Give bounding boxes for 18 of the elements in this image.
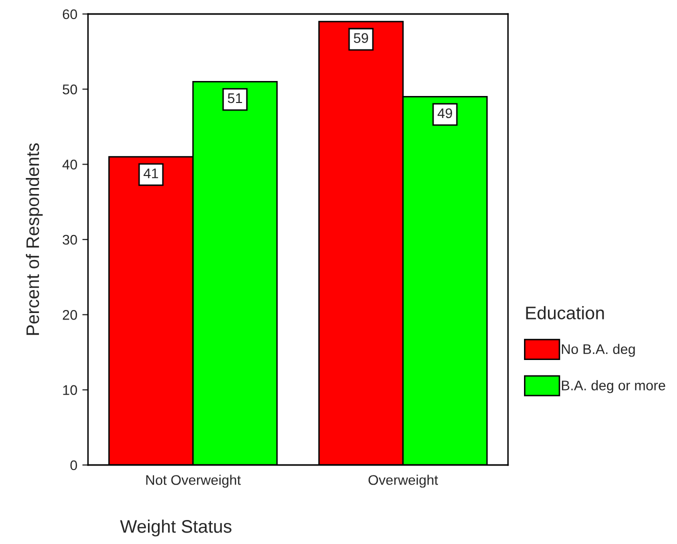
y-tick-label: 40 [62,160,78,170]
y-tick-label: 60 [62,9,78,20]
legend-label: No B.A. deg [562,344,635,357]
x-tick-label: Overweight [368,474,438,488]
y-axis-title: Percent of Respondents [26,143,43,335]
y-tick-label: 50 [62,84,78,94]
y-tick-label: 20 [62,310,78,320]
y-tick-label: 0 [70,460,78,470]
data-label: 51 [228,93,242,104]
legend-label: B.A. deg or more [562,380,666,394]
x-axis-title: Weight Status [120,520,232,536]
legend-title: Education [526,306,604,320]
x-tick-label: Not Overweight [146,474,241,488]
y-tick-label: 10 [63,385,78,396]
data-label: 49 [438,108,452,118]
data-label: 41 [144,168,158,178]
data-label: 59 [354,33,368,43]
y-tick-label: 30 [62,234,78,245]
